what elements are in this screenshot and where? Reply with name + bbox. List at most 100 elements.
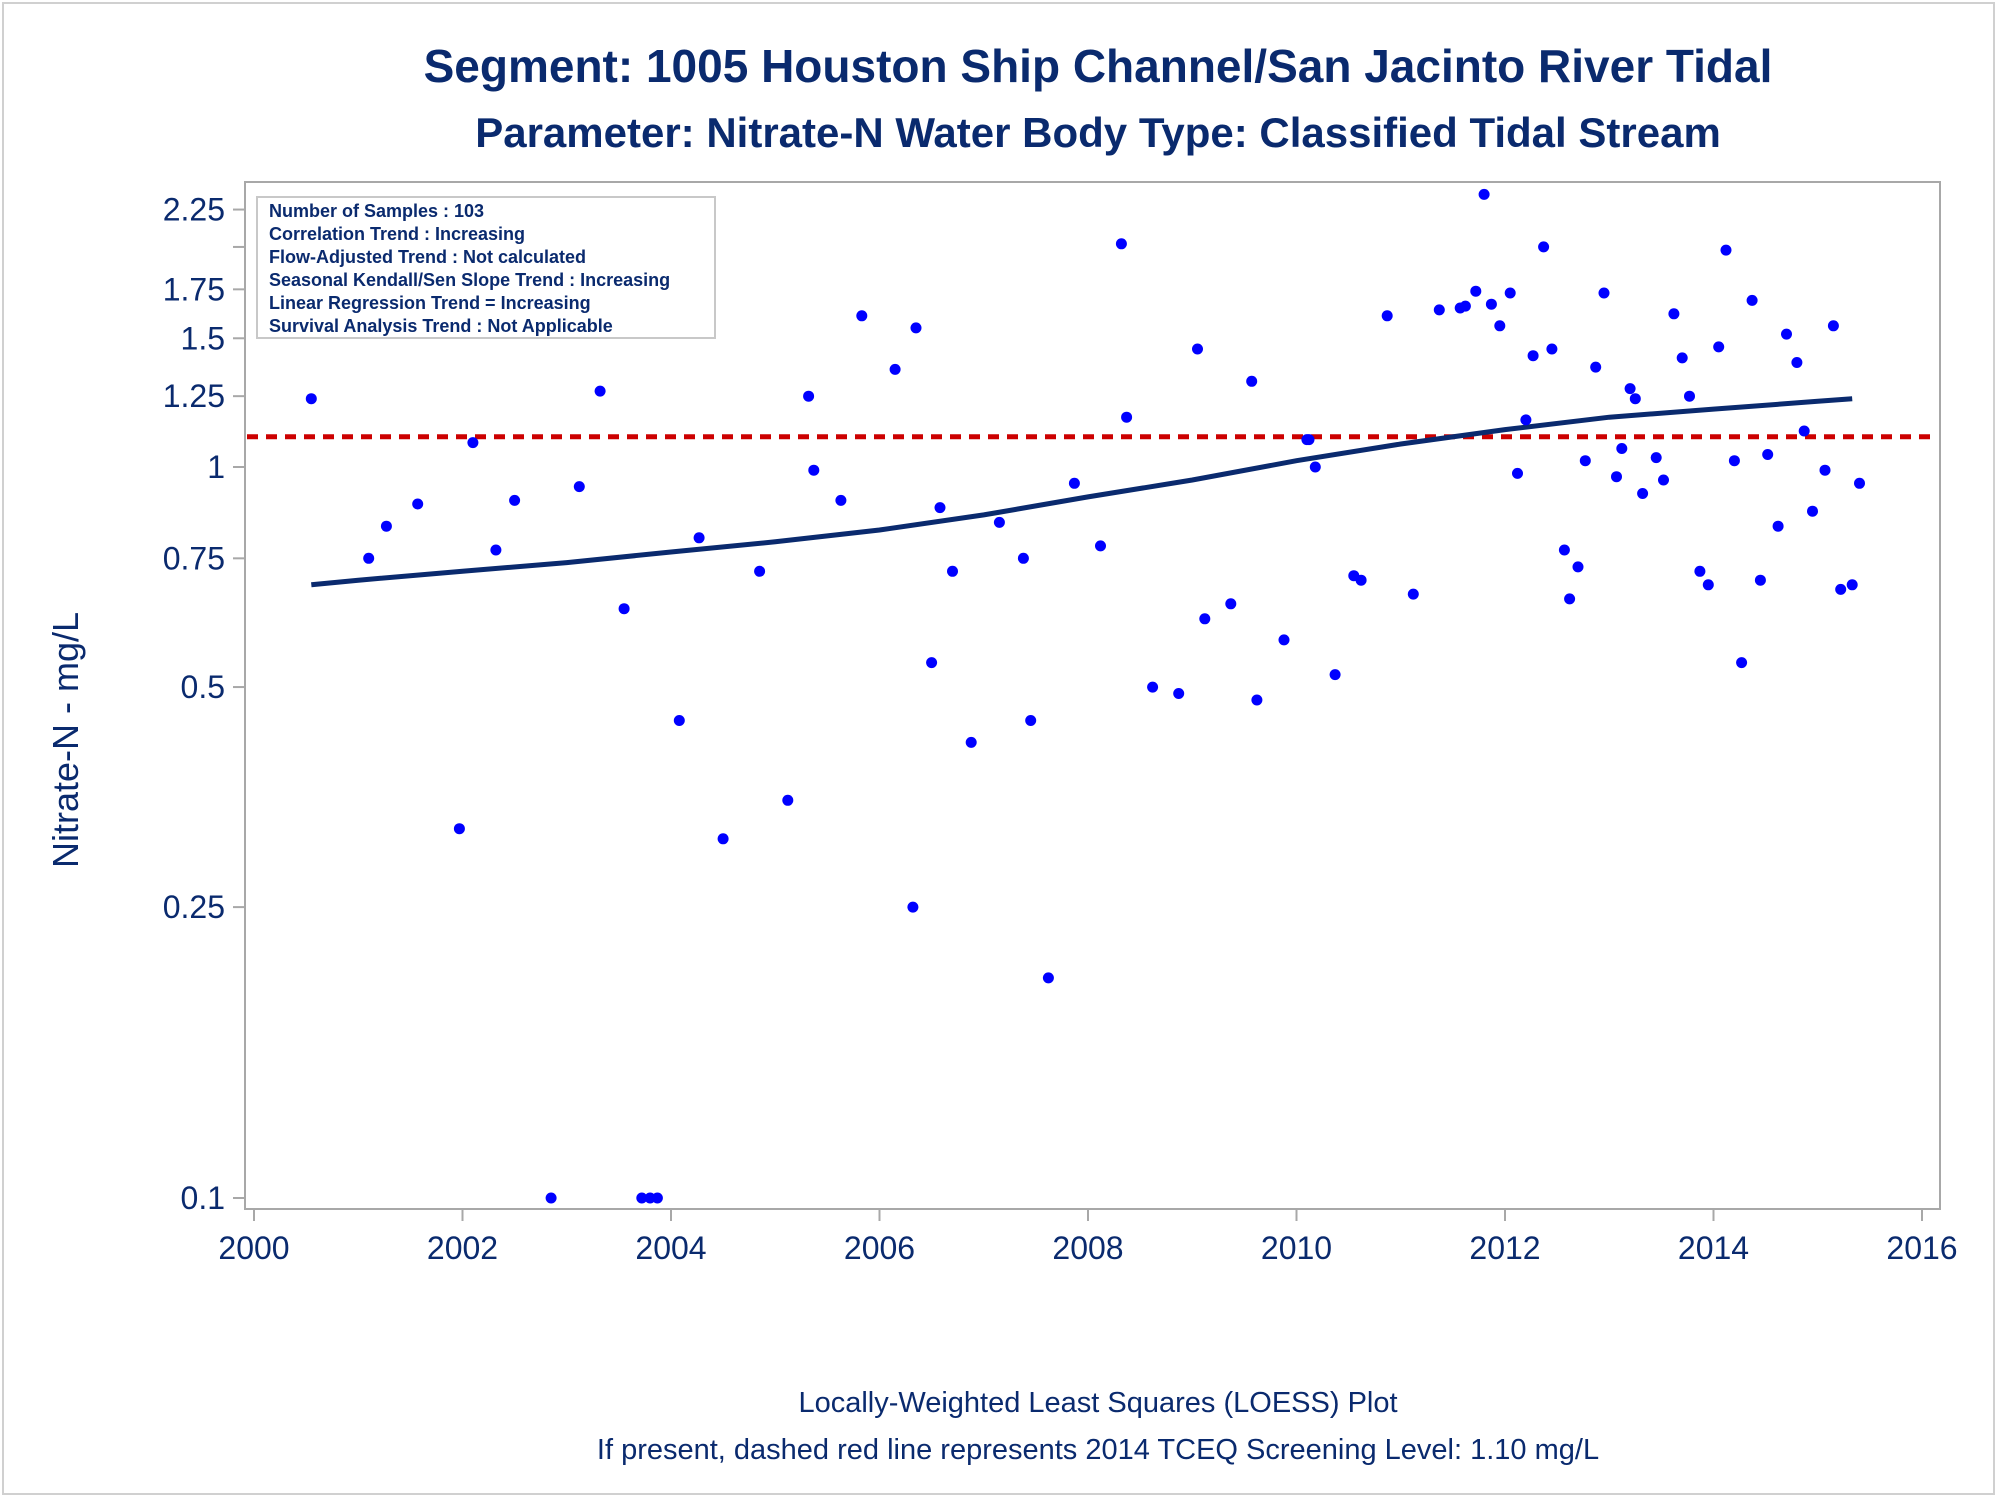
data-point	[1702, 579, 1714, 591]
data-point	[1520, 414, 1532, 426]
data-point	[1512, 467, 1523, 479]
data-point	[1381, 310, 1393, 322]
data-point	[926, 657, 938, 669]
data-point	[947, 565, 958, 577]
data-point	[1278, 634, 1290, 646]
data-points	[305, 188, 1865, 1204]
x-tick-label: 2000	[218, 1230, 289, 1266]
footer-line-2: If present, dashed red line represents 2…	[597, 1434, 1599, 1466]
data-point	[1579, 455, 1591, 467]
data-point	[1781, 328, 1792, 340]
data-point	[754, 565, 766, 577]
data-point	[889, 363, 901, 375]
data-point	[453, 823, 465, 835]
data-point	[835, 494, 847, 506]
data-point	[1694, 565, 1706, 577]
data-point	[1527, 350, 1539, 362]
loess-trend-line	[311, 396, 1853, 588]
data-point	[993, 516, 1005, 528]
y-tick-label: 1.5	[181, 320, 225, 356]
data-point	[1572, 561, 1584, 573]
footer-line-1: Locally-Weighted Least Squares (LOESS) P…	[798, 1387, 1397, 1419]
data-point	[1650, 452, 1662, 464]
data-point	[1676, 352, 1688, 364]
data-point	[1025, 715, 1037, 726]
data-point	[1611, 471, 1622, 483]
data-point	[1538, 241, 1550, 253]
x-tick-label: 2016	[1886, 1230, 1957, 1266]
data-point	[636, 1192, 648, 1204]
y-tick-label: 0.25	[163, 889, 225, 925]
data-point	[1017, 552, 1029, 564]
data-point	[651, 1192, 663, 1204]
data-point	[1624, 383, 1636, 395]
data-point	[856, 310, 868, 322]
data-point	[1147, 681, 1159, 693]
data-point	[808, 464, 820, 476]
data-point	[1068, 477, 1080, 489]
data-point	[1494, 320, 1506, 332]
data-point	[907, 901, 919, 913]
legend-line-4: Seasonal Kendall/Sen Slope Trend : Incre…	[269, 270, 670, 290]
y-tick-label: 0.5	[181, 669, 225, 705]
data-point	[1564, 593, 1576, 605]
data-point	[1309, 461, 1321, 473]
legend-line-6: Survival Analysis Trend : Not Applicable	[269, 316, 613, 336]
data-point	[1846, 579, 1858, 591]
data-point	[1329, 669, 1341, 681]
data-point	[693, 532, 705, 544]
data-point	[1658, 474, 1669, 486]
data-point	[380, 520, 392, 532]
data-point	[1637, 488, 1649, 499]
data-point	[1598, 287, 1610, 299]
data-point	[1546, 343, 1558, 355]
data-point	[1115, 238, 1127, 250]
data-point	[1616, 443, 1628, 454]
data-point	[965, 736, 977, 748]
data-point	[1854, 477, 1865, 489]
data-point	[1470, 285, 1482, 297]
y-axis: 2.25 1.75 1.5 1.25 1 0.75 0.5 0.25 0.1	[163, 182, 246, 1216]
y-tick-label: 0.1	[181, 1180, 225, 1216]
data-point	[1736, 657, 1748, 669]
data-point	[934, 502, 946, 514]
data-point	[1558, 544, 1570, 556]
x-tick-label: 2004	[635, 1230, 706, 1266]
data-point	[1590, 361, 1602, 373]
data-point	[1713, 341, 1725, 353]
data-point	[1668, 308, 1680, 320]
data-point	[1720, 244, 1732, 256]
data-point	[1827, 320, 1839, 332]
data-point	[1251, 694, 1263, 706]
data-point	[1504, 287, 1516, 299]
data-point	[1192, 343, 1203, 355]
data-point	[1459, 300, 1471, 312]
data-point	[509, 494, 521, 506]
data-point	[1684, 390, 1695, 402]
legend-line-2: Correlation Trend : Increasing	[269, 224, 525, 244]
x-tick-label: 2010	[1261, 1230, 1332, 1266]
x-tick-label: 2006	[844, 1230, 915, 1266]
data-point	[910, 322, 922, 334]
data-point	[673, 715, 685, 726]
legend-box: Number of Samples : 103 Correlation Tren…	[256, 196, 716, 339]
data-point	[545, 1192, 557, 1204]
x-tick-label: 2012	[1469, 1230, 1540, 1266]
data-point	[1121, 411, 1133, 423]
x-tick-label: 2008	[1052, 1230, 1123, 1266]
x-tick-label: 2002	[427, 1230, 498, 1266]
data-point	[803, 390, 815, 402]
y-tick-label: 2.25	[163, 192, 225, 228]
data-point	[1746, 294, 1758, 306]
data-point	[363, 552, 375, 564]
data-point	[1199, 613, 1211, 625]
data-point	[1355, 574, 1367, 586]
data-point	[1485, 298, 1497, 310]
data-point	[490, 544, 502, 556]
data-point	[1095, 540, 1106, 552]
data-point	[1754, 574, 1766, 586]
data-point	[305, 393, 317, 405]
data-point	[1173, 688, 1185, 699]
data-point	[717, 833, 729, 845]
